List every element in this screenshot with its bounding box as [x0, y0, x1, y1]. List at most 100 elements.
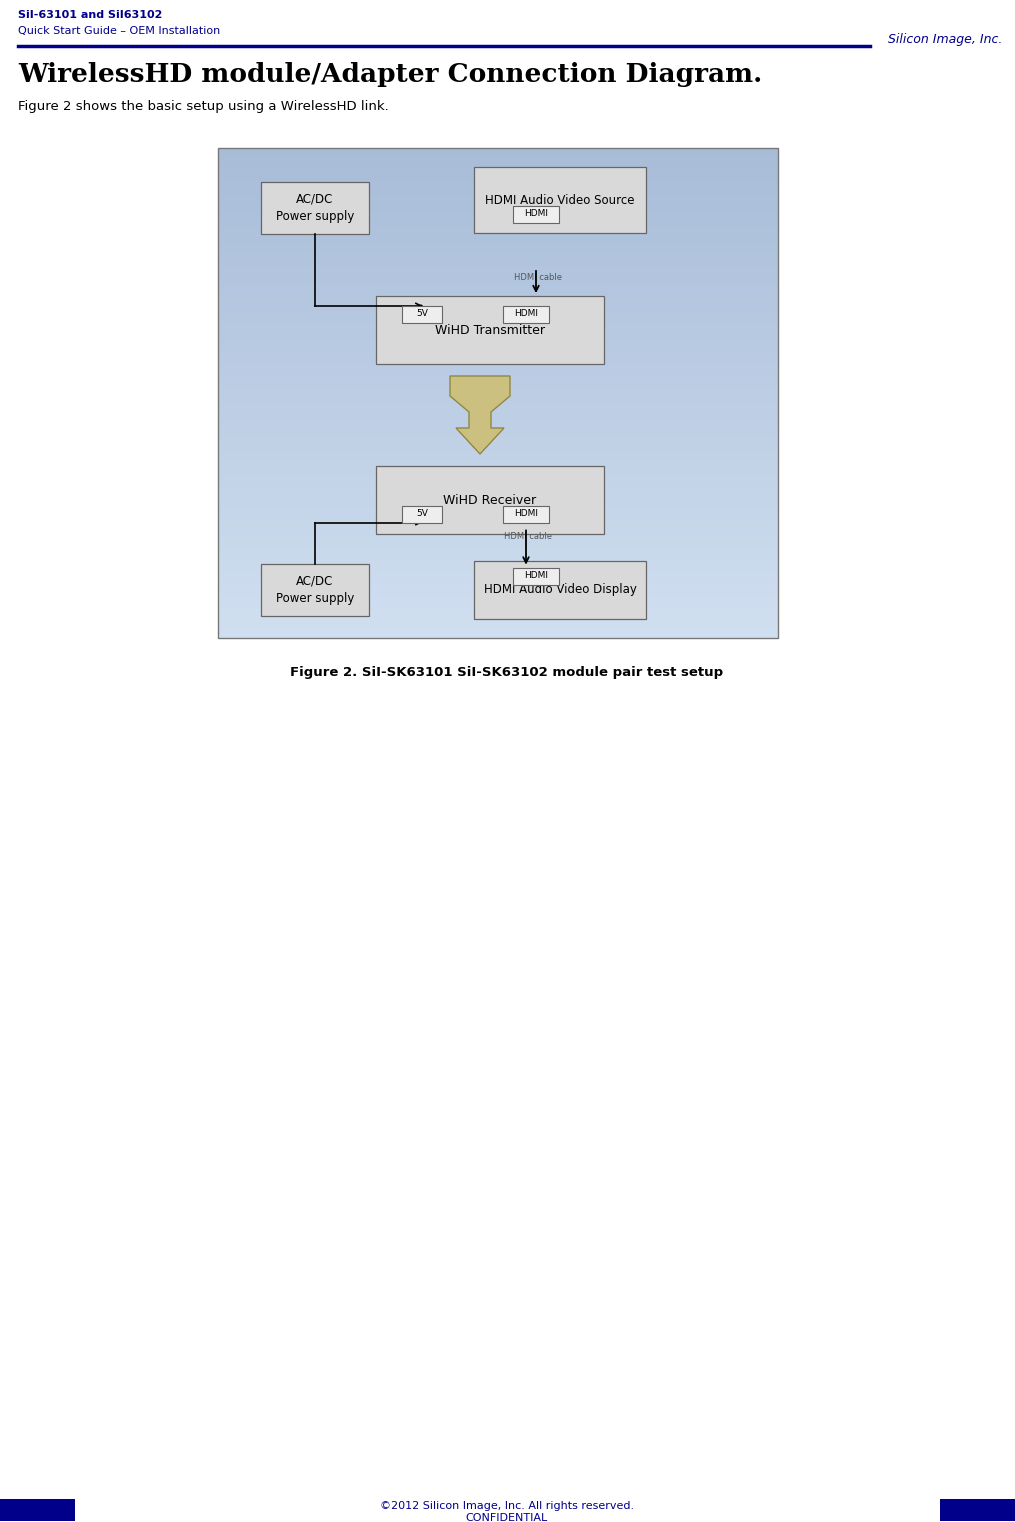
- Text: HDMI Audio Video Source: HDMI Audio Video Source: [485, 193, 634, 207]
- Bar: [218, 300, 779, 304]
- Bar: [940, 1499, 1015, 1520]
- Text: HDMI cable: HDMI cable: [514, 274, 562, 283]
- Bar: [402, 505, 442, 522]
- Bar: [218, 519, 779, 524]
- Bar: [218, 336, 779, 341]
- Bar: [513, 568, 559, 584]
- Bar: [218, 259, 779, 263]
- Bar: [218, 429, 779, 434]
- Bar: [218, 393, 779, 397]
- Bar: [218, 247, 779, 251]
- Bar: [218, 368, 779, 373]
- Bar: [218, 307, 779, 312]
- Bar: [218, 254, 779, 259]
- Bar: [218, 364, 779, 368]
- Bar: [218, 577, 779, 581]
- Bar: [218, 495, 779, 499]
- Bar: [218, 499, 779, 504]
- Bar: [218, 237, 779, 242]
- Bar: [218, 352, 779, 356]
- Bar: [218, 373, 779, 377]
- Bar: [218, 543, 779, 548]
- Bar: [218, 594, 779, 598]
- Bar: [218, 169, 779, 174]
- Bar: [218, 339, 779, 344]
- Bar: [218, 613, 779, 618]
- Bar: [218, 385, 779, 390]
- Bar: [218, 487, 779, 492]
- Bar: [218, 584, 779, 589]
- Text: Silicon Image, Inc.: Silicon Image, Inc.: [888, 33, 1003, 46]
- Bar: [218, 160, 779, 164]
- Text: SiI-63101 and SiI63102: SiI-63101 and SiI63102: [18, 11, 162, 20]
- Bar: [218, 482, 779, 487]
- Bar: [218, 271, 779, 275]
- Bar: [218, 507, 779, 511]
- Bar: [218, 414, 779, 419]
- Bar: [218, 189, 779, 193]
- Text: Quick Start Guide – OEM Installation: Quick Start Guide – OEM Installation: [18, 26, 220, 37]
- Bar: [218, 380, 779, 385]
- Bar: [218, 475, 779, 479]
- Bar: [218, 152, 779, 157]
- Bar: [218, 409, 779, 414]
- Bar: [218, 492, 779, 496]
- Bar: [218, 536, 779, 540]
- Bar: [218, 618, 779, 622]
- Bar: [218, 177, 779, 181]
- Bar: [218, 222, 779, 227]
- Bar: [218, 438, 779, 443]
- Bar: [218, 565, 779, 569]
- Bar: [218, 405, 779, 409]
- Bar: [218, 606, 779, 610]
- Bar: [261, 565, 369, 616]
- Bar: [218, 184, 779, 189]
- Bar: [218, 434, 779, 438]
- Bar: [218, 581, 779, 586]
- Bar: [218, 511, 779, 516]
- Bar: [218, 164, 779, 169]
- Bar: [218, 196, 779, 201]
- Bar: [218, 524, 779, 528]
- Bar: [218, 451, 779, 455]
- Bar: [218, 201, 779, 205]
- Bar: [218, 479, 779, 484]
- Bar: [218, 552, 779, 557]
- Bar: [218, 597, 779, 601]
- Bar: [218, 324, 779, 329]
- Bar: [503, 505, 549, 522]
- Bar: [218, 157, 779, 161]
- Bar: [218, 621, 779, 626]
- Text: HDMI: HDMI: [514, 510, 538, 519]
- Bar: [218, 266, 779, 271]
- Bar: [218, 172, 779, 177]
- Bar: [218, 397, 779, 402]
- Bar: [218, 630, 779, 635]
- Bar: [218, 218, 779, 222]
- Bar: [218, 548, 779, 552]
- Bar: [218, 295, 779, 300]
- Bar: [218, 315, 779, 320]
- Text: 5V: 5V: [416, 510, 428, 519]
- Bar: [218, 402, 779, 406]
- Bar: [218, 193, 779, 198]
- Bar: [218, 531, 779, 536]
- Bar: [218, 441, 779, 446]
- Bar: [218, 349, 779, 353]
- Bar: [218, 356, 779, 361]
- Text: Figure 2 shows the basic setup using a WirelessHD link.: Figure 2 shows the basic setup using a W…: [18, 100, 389, 113]
- Bar: [218, 454, 779, 458]
- Bar: [218, 470, 779, 475]
- Bar: [218, 291, 779, 295]
- Text: HDMI cable: HDMI cable: [504, 533, 552, 540]
- Bar: [218, 626, 779, 630]
- Bar: [218, 504, 779, 508]
- Bar: [218, 609, 779, 613]
- Polygon shape: [450, 376, 510, 454]
- Bar: [218, 540, 779, 545]
- Text: Figure 2. SiI-SK63101 SiI-SK63102 module pair test setup: Figure 2. SiI-SK63101 SiI-SK63102 module…: [290, 667, 724, 679]
- Bar: [218, 560, 779, 565]
- Bar: [218, 516, 779, 521]
- Bar: [218, 148, 779, 638]
- Bar: [218, 467, 779, 472]
